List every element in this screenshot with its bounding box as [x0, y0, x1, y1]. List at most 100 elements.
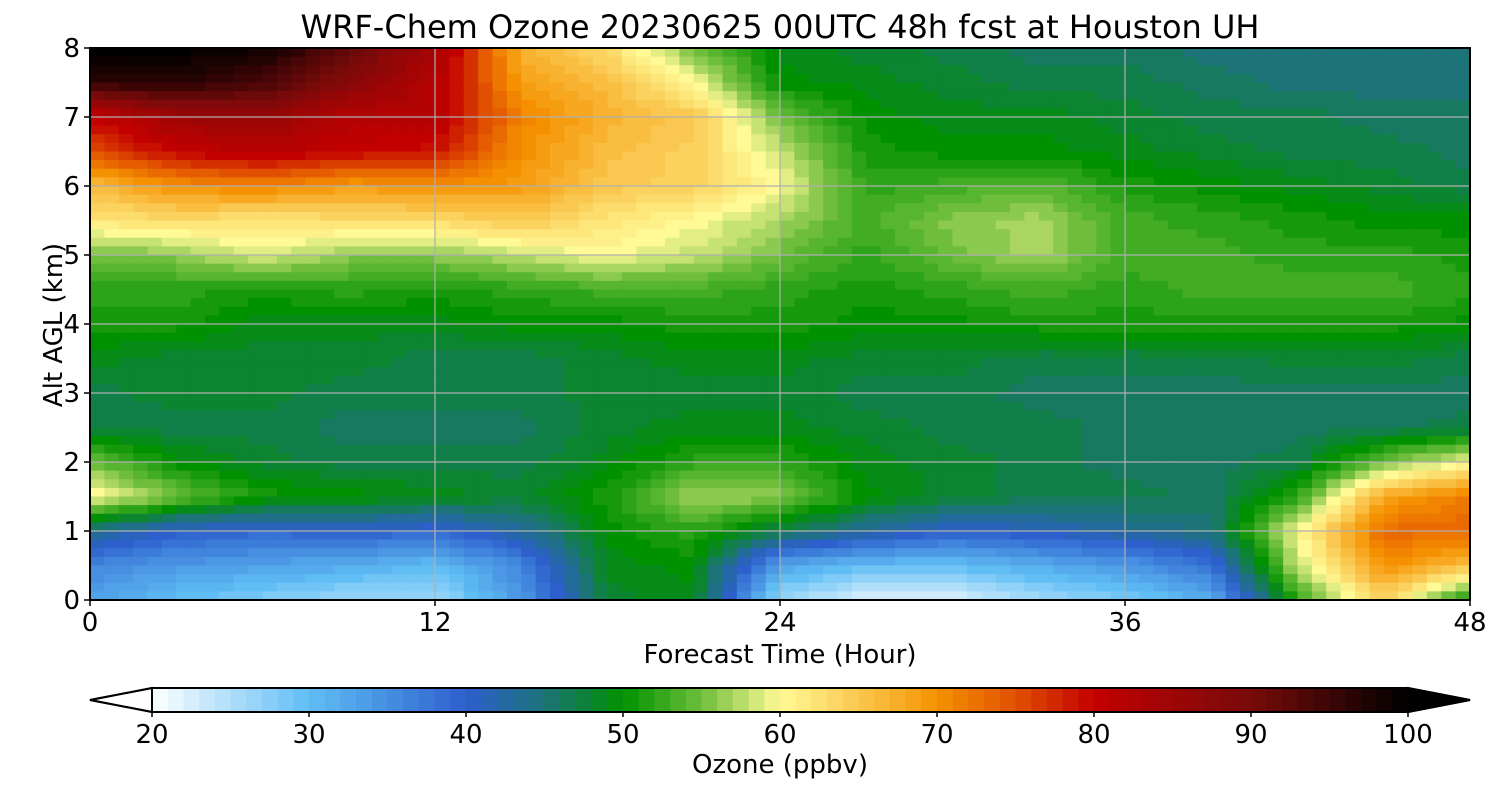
- heatmap-cell: [1139, 427, 1155, 437]
- heatmap-cell: [248, 341, 264, 351]
- heatmap-cell: [535, 263, 551, 273]
- heatmap-cell: [205, 134, 220, 144]
- heatmap-cell: [1081, 82, 1097, 92]
- heatmap-cell: [1096, 246, 1112, 256]
- heatmap-cell: [722, 229, 738, 239]
- heatmap-cell: [1053, 117, 1069, 127]
- heatmap-cell: [118, 91, 134, 101]
- heatmap-cell: [161, 393, 177, 403]
- heatmap-cell: [995, 410, 1011, 420]
- heatmap-cell: [1412, 444, 1428, 454]
- heatmap-cell: [233, 349, 249, 360]
- heatmap-cell: [1125, 168, 1140, 178]
- heatmap-cell: [550, 194, 565, 204]
- heatmap-cell: [722, 367, 738, 377]
- heatmap-cell: [377, 427, 393, 437]
- heatmap-cell: [923, 151, 939, 161]
- heatmap-cell: [1096, 73, 1112, 84]
- heatmap-cell: [765, 367, 781, 377]
- heatmap-cell: [780, 48, 795, 58]
- heatmap-cell: [133, 211, 149, 222]
- heatmap-cell: [535, 479, 551, 489]
- heatmap-cell: [104, 487, 120, 498]
- heatmap-cell: [1067, 168, 1083, 178]
- heatmap-cell: [1196, 349, 1212, 360]
- heatmap-cell: [923, 99, 939, 109]
- heatmap-cell: [895, 367, 910, 377]
- heatmap-cell: [506, 410, 522, 420]
- heatmap-cell: [276, 65, 292, 75]
- heatmap-cell: [1125, 280, 1140, 291]
- heatmap-cell: [291, 479, 307, 489]
- heatmap-cell: [736, 134, 752, 144]
- heatmap-cell: [794, 470, 810, 480]
- heatmap-cell: [636, 73, 652, 84]
- heatmap-cell: [550, 487, 565, 498]
- heatmap-cell: [1326, 280, 1342, 291]
- heatmap-cell: [564, 263, 580, 273]
- heatmap-cell: [1024, 229, 1040, 239]
- heatmap-cell: [665, 410, 680, 420]
- heatmap-cell: [1455, 142, 1471, 153]
- heatmap-cell: [550, 73, 565, 84]
- heatmap-cell: [478, 229, 494, 239]
- heatmap-cell: [1168, 349, 1184, 360]
- heatmap-cell: [1340, 203, 1356, 213]
- heatmap-cell: [823, 177, 839, 187]
- heatmap-cell: [1010, 142, 1025, 153]
- heatmap-cell: [1067, 142, 1083, 153]
- heatmap-cell: [521, 479, 537, 489]
- heatmap-cell: [291, 298, 307, 308]
- heatmap-cell: [219, 487, 235, 498]
- heatmap-cell: [1283, 487, 1299, 498]
- heatmap-cell: [521, 134, 537, 144]
- heatmap-cell: [248, 211, 264, 222]
- heatmap-cell: [205, 117, 220, 127]
- heatmap-cell: [1010, 177, 1025, 187]
- heatmap-cell: [147, 462, 163, 472]
- heatmap-cell: [851, 65, 867, 75]
- heatmap-cell: [348, 142, 364, 153]
- heatmap-cell: [650, 470, 666, 480]
- heatmap-cell: [305, 186, 321, 196]
- heatmap-cell: [161, 203, 177, 213]
- heatmap-cell: [133, 487, 149, 498]
- heatmap-cell: [593, 384, 609, 394]
- heatmap-cell: [147, 289, 163, 299]
- heatmap-cell: [722, 341, 738, 351]
- heatmap-cell: [823, 229, 839, 239]
- heatmap-cell: [866, 306, 882, 316]
- heatmap-cell: [607, 393, 623, 403]
- heatmap-cell: [1125, 332, 1140, 342]
- heatmap-cell: [305, 393, 321, 403]
- heatmap-cell: [1297, 462, 1313, 472]
- heatmap-cell: [578, 315, 594, 325]
- heatmap-cell: [1196, 151, 1212, 161]
- heatmap-cell: [1412, 73, 1428, 84]
- heatmap-cell: [823, 358, 839, 368]
- heatmap-cell: [305, 229, 321, 239]
- heatmap-cell: [823, 108, 839, 118]
- heatmap-cell: [693, 272, 709, 282]
- heatmap-cell: [837, 341, 853, 351]
- heatmap-cell: [1297, 82, 1313, 92]
- heatmap-cell: [1153, 237, 1169, 247]
- heatmap-cell: [276, 479, 292, 489]
- heatmap-cell: [1426, 427, 1442, 437]
- heatmap-cell: [147, 211, 163, 222]
- heatmap-cell: [751, 324, 767, 334]
- heatmap-cell: [348, 341, 364, 351]
- heatmap-cell: [90, 229, 105, 239]
- heatmap-cell: [133, 255, 149, 265]
- heatmap-cell: [895, 160, 910, 170]
- heatmap-cell: [1240, 48, 1255, 58]
- heatmap-cell: [334, 280, 350, 291]
- heatmap-cell: [578, 237, 594, 247]
- heatmap-cell: [808, 151, 824, 161]
- heatmap-cell: [176, 384, 192, 394]
- heatmap-cell: [550, 168, 565, 178]
- heatmap-cell: [966, 436, 982, 446]
- heatmap-cell: [607, 142, 623, 153]
- heatmap-cell: [463, 289, 479, 299]
- heatmap-cell: [722, 48, 738, 58]
